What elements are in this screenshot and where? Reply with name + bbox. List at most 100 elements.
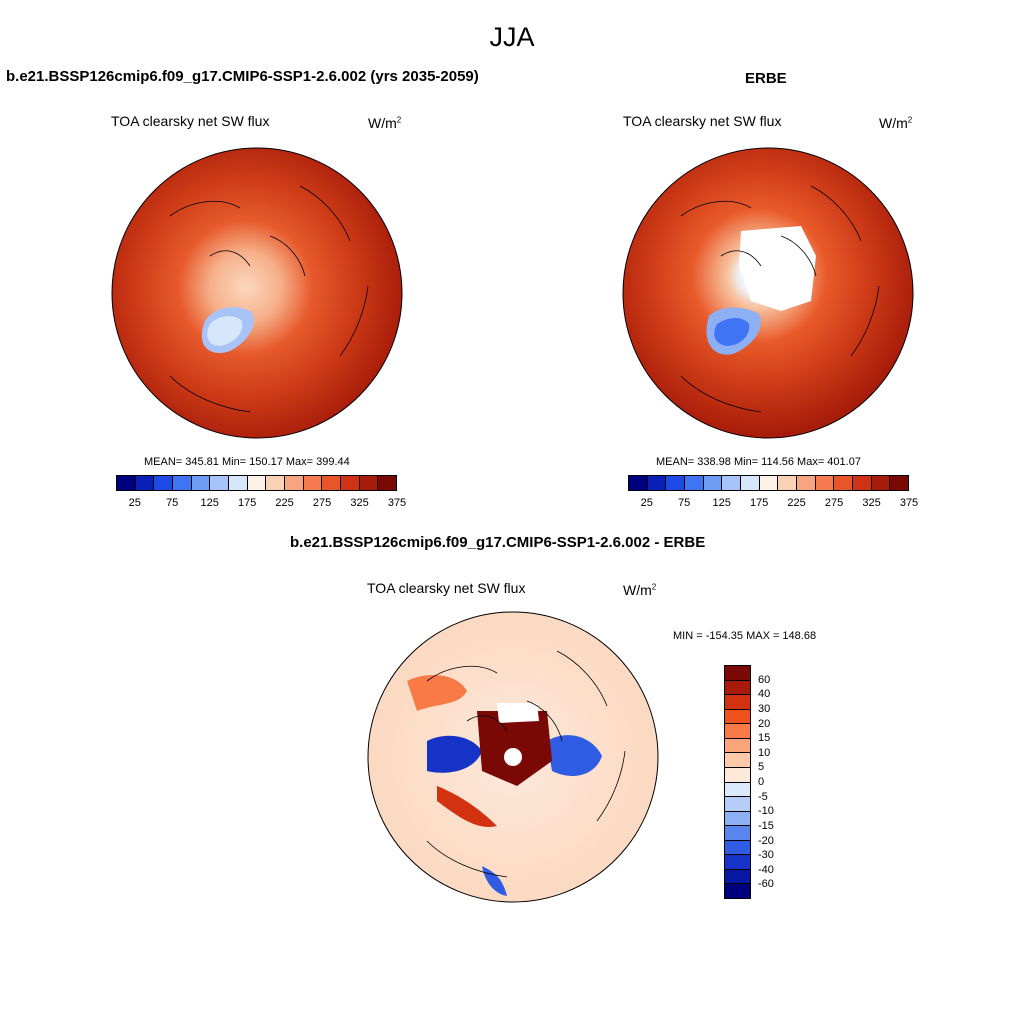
obs-polar-map xyxy=(622,147,914,439)
figure-title: JJA xyxy=(489,22,535,52)
obs-colorbar-tick-label: 225 xyxy=(787,497,806,509)
model-colorbar-segment xyxy=(210,476,230,490)
model-colorbar-segment xyxy=(322,476,342,490)
greenland-inner-region xyxy=(207,316,243,346)
obs-coastlines xyxy=(680,185,880,413)
model-colorbar-tick-label: 325 xyxy=(350,497,369,509)
obs-pole-hole xyxy=(760,280,776,296)
diff-polar-map xyxy=(367,611,659,903)
obs-colorbar-segment xyxy=(890,476,909,490)
model-colorbar xyxy=(116,475,397,491)
diff-colorbar-ticks: 60 40 30 20 15 10 5 0 -5 -10 -15 -20 -30 -40 -60 xyxy=(758,665,788,899)
model-colorbar-segment xyxy=(359,476,379,490)
obs-colorbar-segment xyxy=(871,476,891,490)
model-colorbar-segment xyxy=(173,476,192,490)
obs-colorbar xyxy=(628,475,909,491)
diff-panel-title: b.e21.BSSP126cmip6.f09_g17.CMIP6-SSP1-2.… xyxy=(290,534,706,551)
obs-colorbar-segment xyxy=(853,476,872,490)
model-stats: MEAN= 345.81 Min= 150.17 Max= 399.44 xyxy=(144,456,350,468)
obs-colorbar-tick-label: 175 xyxy=(749,497,769,509)
obs-colorbar-ticks: 25 75 125 175 225 275 325 375 xyxy=(628,497,919,511)
diff-missing-data-region xyxy=(497,703,539,723)
diff-colorbar-segment xyxy=(725,840,750,856)
model-colorbar-tick-label: 375 xyxy=(387,497,407,509)
diff-colorbar-segment xyxy=(725,709,750,725)
diff-colorbar-tick-label: 15 xyxy=(758,732,771,745)
diff-colorbar-segment xyxy=(725,695,750,710)
diff-colorbar-tick-label: -20 xyxy=(758,834,774,847)
obs-variable-label: TOA clearsky net SW flux xyxy=(623,113,782,129)
model-colorbar-tick-label: 75 xyxy=(166,497,179,509)
model-colorbar-segment xyxy=(247,476,267,490)
model-colorbar-segment xyxy=(229,476,248,490)
diff-colorbar-segment xyxy=(725,666,750,681)
diff-units-label: W/m2 xyxy=(623,582,657,598)
diff-colorbar-tick-label: 40 xyxy=(758,688,771,701)
diff-negative-patch-east xyxy=(547,735,602,776)
diff-negative-patch-west xyxy=(427,735,482,773)
obs-colorbar-segment xyxy=(815,476,835,490)
model-panel-title: b.e21.BSSP126cmip6.f09_g17.CMIP6-SSP1-2.… xyxy=(6,68,479,85)
model-colorbar-tick-label: 275 xyxy=(312,497,332,509)
obs-colorbar-segment xyxy=(834,476,854,490)
diff-colorbar-segment xyxy=(725,855,750,870)
diff-colorbar-tick-label: -40 xyxy=(758,863,774,876)
obs-colorbar-segment xyxy=(703,476,723,490)
model-colorbar-segment xyxy=(341,476,360,490)
diff-variable-label: TOA clearsky net SW flux xyxy=(367,580,526,596)
obs-colorbar-segment xyxy=(685,476,704,490)
model-colorbar-segment xyxy=(117,476,136,490)
diff-colorbar-segment xyxy=(725,738,750,754)
diff-positive-patch xyxy=(407,675,467,711)
obs-colorbar-segment xyxy=(741,476,760,490)
obs-greenland-inner-region xyxy=(714,318,750,346)
diff-colorbar-segment xyxy=(725,753,750,768)
model-coastlines xyxy=(169,185,369,413)
model-polar-map xyxy=(111,147,403,439)
obs-colorbar-segment xyxy=(647,476,667,490)
obs-colorbar-segment xyxy=(666,476,686,490)
model-colorbar-segment xyxy=(266,476,286,490)
diff-colorbar xyxy=(724,665,751,899)
obs-colorbar-tick-label: 75 xyxy=(678,497,691,509)
obs-units-label: W/m2 xyxy=(879,115,913,131)
obs-missing-data-region xyxy=(739,226,816,311)
diff-colorbar-segment xyxy=(725,884,750,898)
model-colorbar-tick-label: 25 xyxy=(128,497,141,509)
diff-colorbar-tick-label: 10 xyxy=(758,746,771,759)
obs-colorbar-segment xyxy=(797,476,816,490)
model-colorbar-tick-label: 125 xyxy=(200,497,219,509)
model-colorbar-segment xyxy=(303,476,323,490)
obs-colorbar-tick-label: 325 xyxy=(862,497,881,509)
model-colorbar-segment xyxy=(191,476,211,490)
model-colorbar-tick-label: 225 xyxy=(275,497,294,509)
obs-colorbar-tick-label: 375 xyxy=(899,497,919,509)
diff-colorbar-segment xyxy=(725,724,750,739)
diff-colorbar-tick-label: -15 xyxy=(758,819,774,832)
diff-colorbar-tick-label: -30 xyxy=(758,849,774,862)
diff-colorbar-tick-label: 0 xyxy=(758,776,765,788)
diff-colorbar-tick-label: -60 xyxy=(758,878,774,891)
model-colorbar-segment xyxy=(285,476,304,490)
obs-colorbar-tick-label: 25 xyxy=(640,497,653,509)
model-colorbar-tick-label: 175 xyxy=(237,497,257,509)
diff-colorbar-segment xyxy=(725,826,750,841)
diff-colorbar-segment xyxy=(725,869,750,885)
model-colorbar-segment xyxy=(378,476,397,490)
diff-colorbar-segment xyxy=(725,811,750,827)
diff-colorbar-tick-label: -5 xyxy=(758,790,768,803)
model-colorbar-ticks: 25 75 125 175 225 275 325 375 xyxy=(116,497,407,511)
diff-colorbar-segment xyxy=(725,680,750,696)
obs-stats: MEAN= 338.98 Min= 114.56 Max= 401.07 xyxy=(656,456,861,468)
obs-colorbar-segment xyxy=(778,476,798,490)
diff-colorbar-tick-label: -10 xyxy=(758,805,774,818)
diff-coastlines xyxy=(426,650,626,878)
obs-colorbar-tick-label: 275 xyxy=(824,497,844,509)
obs-colorbar-tick-label: 125 xyxy=(712,497,731,509)
diff-colorbar-tick-label: 20 xyxy=(758,717,771,730)
model-variable-label: TOA clearsky net SW flux xyxy=(111,113,270,129)
diff-colorbar-segment xyxy=(725,782,750,798)
obs-panel-title: ERBE xyxy=(745,70,787,87)
diff-min-max: MIN = -154.35 MAX = 148.68 xyxy=(673,630,817,642)
model-colorbar-segment xyxy=(154,476,174,490)
